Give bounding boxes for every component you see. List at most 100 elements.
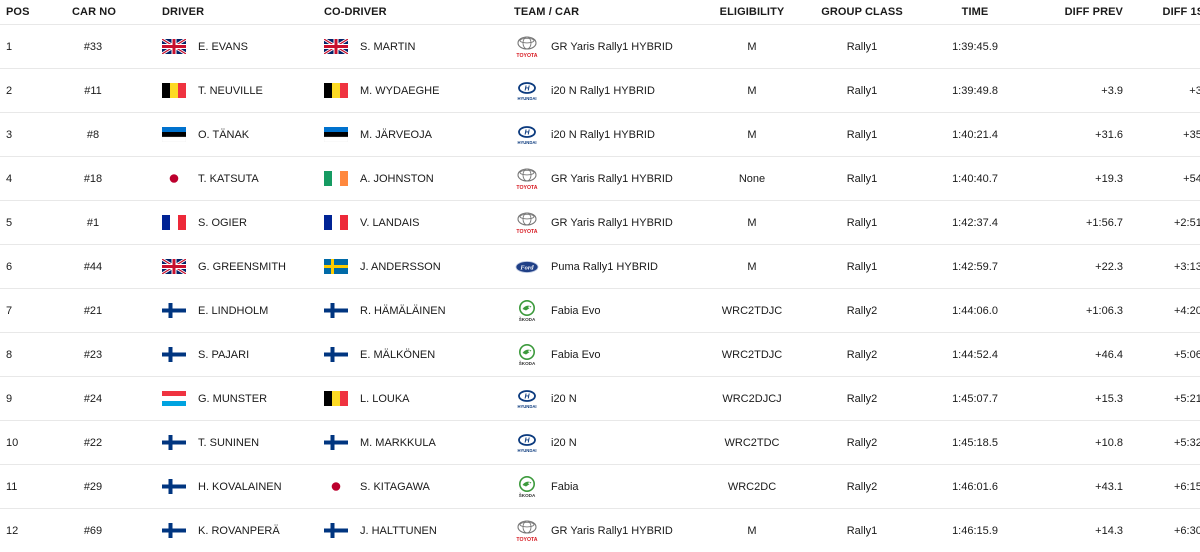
driver-name[interactable]: T. SUNINEN bbox=[198, 437, 259, 449]
driver-name[interactable]: S. OGIER bbox=[198, 217, 247, 229]
toyota-logo: TOYOTA bbox=[514, 166, 540, 192]
driver-name[interactable]: T. KATSUTA bbox=[198, 173, 259, 185]
position-cell: 6 bbox=[0, 245, 62, 289]
driver-name[interactable]: H. KOVALAINEN bbox=[198, 481, 282, 493]
position-cell: 5 bbox=[0, 201, 62, 245]
co-driver-cell: E. MÄLKÖNEN bbox=[324, 333, 514, 377]
position-cell: 3 bbox=[0, 113, 62, 157]
position-cell: 1 bbox=[0, 25, 62, 69]
driver-name[interactable]: G. GREENSMITH bbox=[198, 261, 286, 273]
eligibility-cell: M bbox=[709, 25, 795, 69]
diff-1st-cell: +54.8 bbox=[1123, 157, 1200, 201]
position-cell: 7 bbox=[0, 289, 62, 333]
driver-name[interactable]: K. ROVANPERÄ bbox=[198, 525, 280, 537]
driver-cell: S. OGIER bbox=[162, 201, 324, 245]
header-eligibility[interactable]: ELIGIBILITY bbox=[709, 0, 795, 25]
co-driver-name[interactable]: S. MARTIN bbox=[360, 41, 415, 53]
time-cell: 1:44:52.4 bbox=[929, 333, 1021, 377]
co-driver-name[interactable]: A. JOHNSTON bbox=[360, 173, 434, 185]
se-flag bbox=[324, 259, 348, 274]
header-car-no[interactable]: CAR NO bbox=[62, 0, 162, 25]
driver-name[interactable]: E. LINDHOLM bbox=[198, 305, 268, 317]
gb-flag bbox=[162, 39, 186, 54]
fr-flag bbox=[324, 215, 348, 230]
svg-text:ŠKODA: ŠKODA bbox=[519, 315, 536, 322]
header-co-driver[interactable]: CO-DRIVER bbox=[324, 0, 514, 25]
co-driver-name[interactable]: M. MARKKULA bbox=[360, 437, 436, 449]
header-time[interactable]: TIME bbox=[929, 0, 1021, 25]
car-model: GR Yaris Rally1 HYBRID bbox=[551, 525, 673, 537]
time-cell: 1:40:40.7 bbox=[929, 157, 1021, 201]
svg-text:TOYOTA: TOYOTA bbox=[516, 185, 537, 191]
diff-prev-cell: +1:06.3 bbox=[1021, 289, 1123, 333]
co-driver-cell: S. MARTIN bbox=[324, 25, 514, 69]
driver-name[interactable]: T. NEUVILLE bbox=[198, 85, 263, 97]
header-diff-prev[interactable]: DIFF PREV bbox=[1021, 0, 1123, 25]
fi-flag bbox=[162, 347, 186, 362]
car-number-cell: #11 bbox=[62, 69, 162, 113]
time-cell: 1:44:06.0 bbox=[929, 289, 1021, 333]
car-model: i20 N bbox=[551, 437, 577, 449]
svg-text:Ford: Ford bbox=[520, 264, 534, 271]
car-model: Fabia bbox=[551, 481, 579, 493]
co-driver-name[interactable]: V. LANDAIS bbox=[360, 217, 420, 229]
diff-1st-cell: +5:06.5 bbox=[1123, 333, 1200, 377]
diff-prev-cell: +3.9 bbox=[1021, 69, 1123, 113]
position-cell: 2 bbox=[0, 69, 62, 113]
diff-prev-cell: +15.3 bbox=[1021, 377, 1123, 421]
svg-text:ŠKODA: ŠKODA bbox=[519, 491, 536, 498]
time-cell: 1:42:59.7 bbox=[929, 245, 1021, 289]
car-model: Puma Rally1 HYBRID bbox=[551, 261, 658, 273]
group-class-cell: Rally2 bbox=[795, 377, 929, 421]
toyota-logo: TOYOTA bbox=[514, 210, 540, 236]
co-driver-name[interactable]: J. HALTTUNEN bbox=[360, 525, 437, 537]
co-driver-name[interactable]: S. KITAGAWA bbox=[360, 481, 430, 493]
diff-1st-cell bbox=[1123, 25, 1200, 69]
diff-prev-cell: +31.6 bbox=[1021, 113, 1123, 157]
driver-name[interactable]: G. MUNSTER bbox=[198, 393, 267, 405]
co-driver-name[interactable]: M. WYDAEGHE bbox=[360, 85, 439, 97]
header-group-class[interactable]: GROUP CLASS bbox=[795, 0, 929, 25]
car-model: GR Yaris Rally1 HYBRID bbox=[551, 41, 673, 53]
group-class-cell: Rally2 bbox=[795, 465, 929, 509]
co-driver-name[interactable]: J. ANDERSSON bbox=[360, 261, 441, 273]
fr-flag bbox=[162, 215, 186, 230]
co-driver-cell: A. JOHNSTON bbox=[324, 157, 514, 201]
group-class-cell: Rally1 bbox=[795, 509, 929, 552]
team-car-cell: Ford Puma Rally1 HYBRID bbox=[514, 245, 709, 289]
driver-cell: K. ROVANPERÄ bbox=[162, 509, 324, 552]
fi-flag bbox=[324, 435, 348, 450]
header-diff-1st[interactable]: DIFF 1ST bbox=[1123, 0, 1200, 25]
driver-name[interactable]: O. TÄNAK bbox=[198, 129, 249, 141]
co-driver-name[interactable]: L. LOUKA bbox=[360, 393, 410, 405]
header-team-car[interactable]: TEAM / CAR bbox=[514, 0, 709, 25]
diff-prev-cell: +19.3 bbox=[1021, 157, 1123, 201]
driver-name[interactable]: S. PAJARI bbox=[198, 349, 249, 361]
driver-cell: E. LINDHOLM bbox=[162, 289, 324, 333]
driver-name[interactable]: E. EVANS bbox=[198, 41, 248, 53]
co-driver-name[interactable]: E. MÄLKÖNEN bbox=[360, 349, 435, 361]
co-driver-name[interactable]: R. HÄMÄLÄINEN bbox=[360, 305, 446, 317]
driver-cell: O. TÄNAK bbox=[162, 113, 324, 157]
group-class-cell: Rally1 bbox=[795, 201, 929, 245]
header-driver[interactable]: DRIVER bbox=[162, 0, 324, 25]
be-flag bbox=[324, 83, 348, 98]
co-driver-name[interactable]: M. JÄRVEOJA bbox=[360, 129, 432, 141]
ie-flag bbox=[324, 171, 348, 186]
header-pos[interactable]: POS bbox=[0, 0, 62, 25]
diff-prev-cell: +46.4 bbox=[1021, 333, 1123, 377]
